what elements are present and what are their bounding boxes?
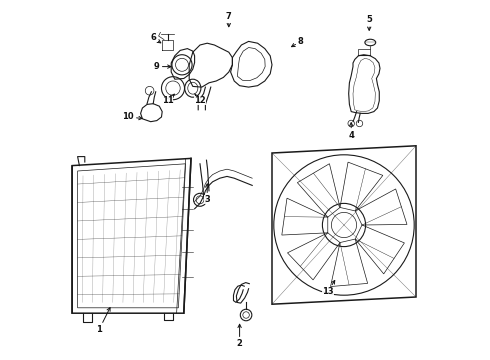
Text: 6: 6 [150, 33, 161, 43]
Text: 4: 4 [348, 123, 354, 139]
Text: 12: 12 [194, 94, 206, 105]
Text: 7: 7 [226, 12, 232, 27]
Text: 2: 2 [237, 324, 243, 348]
Text: 3: 3 [204, 184, 210, 204]
Text: 5: 5 [366, 15, 372, 30]
Text: 10: 10 [122, 112, 142, 121]
Text: 13: 13 [322, 280, 335, 296]
Text: 9: 9 [154, 62, 171, 71]
Text: 1: 1 [96, 308, 110, 334]
Text: 8: 8 [292, 37, 304, 47]
Text: 11: 11 [162, 94, 174, 105]
